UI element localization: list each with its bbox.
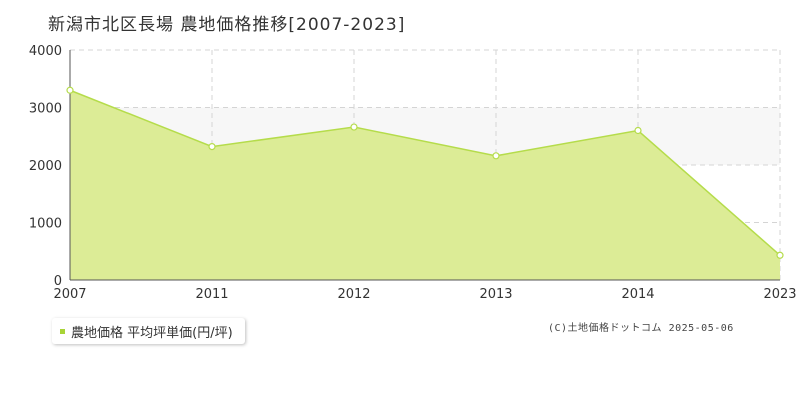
- data-point: [66, 86, 74, 94]
- x-tick-label: 2023: [763, 287, 796, 302]
- x-tick-label: 2014: [621, 287, 654, 302]
- copyright-credit: (C)土地価格ドットコム 2025-05-06: [548, 323, 734, 334]
- x-tick-label: 2013: [479, 287, 512, 302]
- legend-label: 農地価格 平均坪単価(円/坪): [71, 325, 233, 341]
- data-point: [492, 152, 500, 160]
- y-tick-label: 3000: [29, 102, 62, 117]
- x-tick-label: 2011: [195, 287, 228, 302]
- y-tick-label: 1000: [29, 217, 62, 232]
- x-tick-label: 2012: [337, 287, 370, 302]
- series-line: [69, 89, 781, 256]
- x-tick-label: 2007: [53, 287, 86, 302]
- data-point: [208, 143, 216, 151]
- data-point: [776, 251, 784, 259]
- y-tick-label: 2000: [29, 159, 62, 174]
- legend-swatch: [60, 328, 65, 334]
- y-tick-label: 0: [54, 274, 62, 289]
- data-point: [350, 123, 358, 131]
- chart-title: 新潟市北区長場 農地価格推移[2007-2023]: [48, 15, 406, 35]
- legend: 農地価格 平均坪単価(円/坪): [52, 318, 245, 344]
- series-area: [70, 90, 780, 280]
- y-tick-label: 4000: [29, 44, 62, 59]
- data-point: [634, 126, 642, 135]
